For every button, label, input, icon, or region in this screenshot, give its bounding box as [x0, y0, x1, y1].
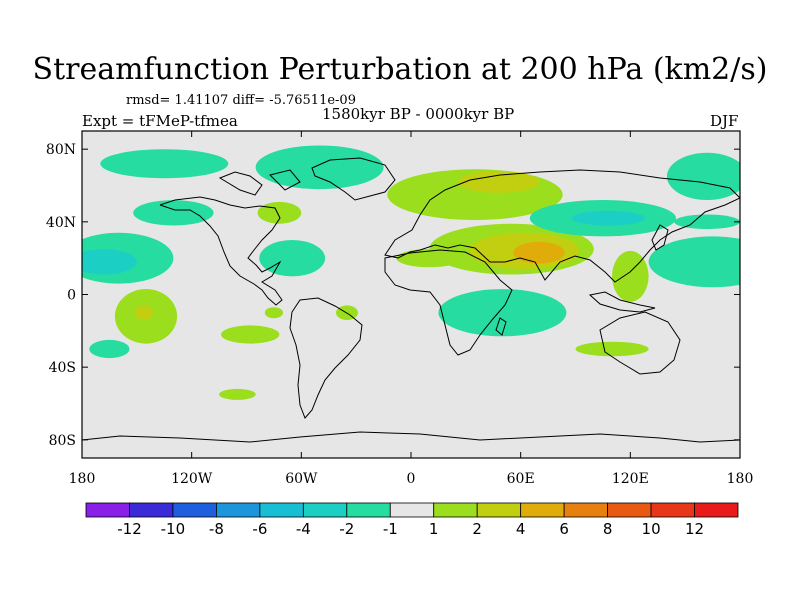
anomaly-region-6	[396, 249, 463, 268]
colorbar-swatch	[302, 502, 348, 518]
colorbar-label: -2	[339, 520, 354, 538]
season-label: DJF	[710, 112, 739, 130]
colorbar-label: -12	[117, 520, 142, 538]
colorbar-swatch	[650, 502, 695, 518]
coastline-europe-asia	[384, 169, 740, 283]
colorbar-swatch	[476, 502, 522, 518]
y-axis: 80N 40N 0 40S 80S	[46, 142, 740, 449]
colorbar-swatch	[563, 502, 609, 518]
colorbar-swatch	[433, 502, 478, 518]
time-range-label: 1580kyr BP - 0000kyr BP	[322, 105, 515, 123]
coastline-arctic-islands	[218, 169, 301, 196]
anomaly-region-13	[133, 200, 214, 226]
coastline-madagascar	[495, 317, 507, 336]
anomaly-region-19	[438, 289, 567, 337]
anomaly-region-12	[259, 240, 326, 277]
anomaly-region-21	[666, 152, 740, 200]
colorbar-swatch	[259, 502, 304, 518]
anomaly-region-26	[219, 388, 256, 400]
colorbar-swatch	[694, 502, 739, 518]
anomaly-region-5	[612, 250, 649, 302]
x-tick-label: 180	[727, 471, 754, 487]
anomaly-region-4	[513, 241, 565, 264]
coastline-southeast-asia	[588, 291, 656, 313]
coastline-antarctica	[82, 431, 740, 443]
anomaly-region-8	[571, 210, 646, 226]
colorbar-label: 12	[685, 520, 704, 538]
colorbar-label: 4	[516, 520, 526, 538]
colorbar-swatch	[520, 502, 565, 518]
anomaly-region-25	[264, 307, 283, 319]
colorbar-label: -8	[209, 520, 224, 538]
anomaly-region-15	[100, 149, 229, 179]
colorbar-label: -4	[296, 520, 311, 538]
experiment-label: Expt = tFMeP-tfmea	[82, 112, 238, 130]
anomaly-region-9	[648, 236, 740, 288]
anomaly-region-1	[458, 171, 539, 193]
stats-text: rmsd= 1.41107 diff= -5.76511e-09	[126, 93, 356, 108]
anomaly-region-11	[82, 249, 137, 275]
coastline-greenland	[311, 157, 396, 201]
colorbar-label: 6	[559, 520, 569, 538]
coastline-australia	[599, 311, 681, 375]
colorbar-label: 2	[472, 520, 482, 538]
anomaly-region-20	[575, 341, 649, 357]
colorbar-label: 1	[429, 520, 439, 538]
anomaly-region-14	[255, 145, 384, 190]
colorbar: -12 -10 -8 -6 -4 -2 -1 1 2 4 6 8 10 12	[85, 502, 739, 538]
anomaly-region-23	[89, 339, 130, 359]
coastline-south-america	[289, 297, 363, 419]
anomaly-region-24	[221, 325, 280, 344]
colorbar-label: 10	[642, 520, 661, 538]
colorbar-swatch	[215, 502, 261, 518]
x-tick-label: 60E	[507, 471, 535, 487]
anomaly-fill-layer	[82, 145, 740, 400]
colorbar-swatch	[172, 502, 217, 518]
x-axis: 180 120W 60W 0 60E 120E 180	[69, 131, 754, 487]
x-tick-label: 60W	[285, 471, 318, 487]
anomaly-region-18	[135, 305, 154, 321]
colorbar-label: -10	[161, 520, 186, 538]
chart-title: Streamfunction Perturbation at 200 hPa (…	[32, 52, 768, 87]
coastline-layer	[82, 157, 740, 443]
colorbar-label: 8	[603, 520, 613, 538]
y-tick-label: 80N	[46, 142, 76, 158]
anomaly-region-16	[257, 201, 302, 224]
colorbar-swatch	[389, 502, 435, 518]
y-tick-label: 0	[67, 288, 76, 304]
colorbar-swatch	[129, 502, 174, 518]
x-tick-label: 120E	[612, 471, 649, 487]
coastline-north-america	[159, 196, 283, 306]
y-tick-label: 40N	[46, 215, 76, 231]
colorbar-label: -1	[383, 520, 398, 538]
x-tick-label: 120W	[171, 471, 213, 487]
anomaly-region-22	[674, 214, 740, 230]
coastline-africa	[384, 249, 513, 356]
coastline-japan	[651, 224, 669, 251]
colorbar-swatch	[346, 502, 391, 518]
colorbar-swatch	[85, 502, 130, 518]
y-tick-label: 40S	[49, 360, 76, 376]
y-tick-label: 80S	[49, 433, 76, 449]
x-tick-label: 0	[407, 471, 416, 487]
colorbar-swatch	[607, 502, 652, 518]
colorbar-label: -6	[252, 520, 267, 538]
x-tick-label: 180	[69, 471, 96, 487]
